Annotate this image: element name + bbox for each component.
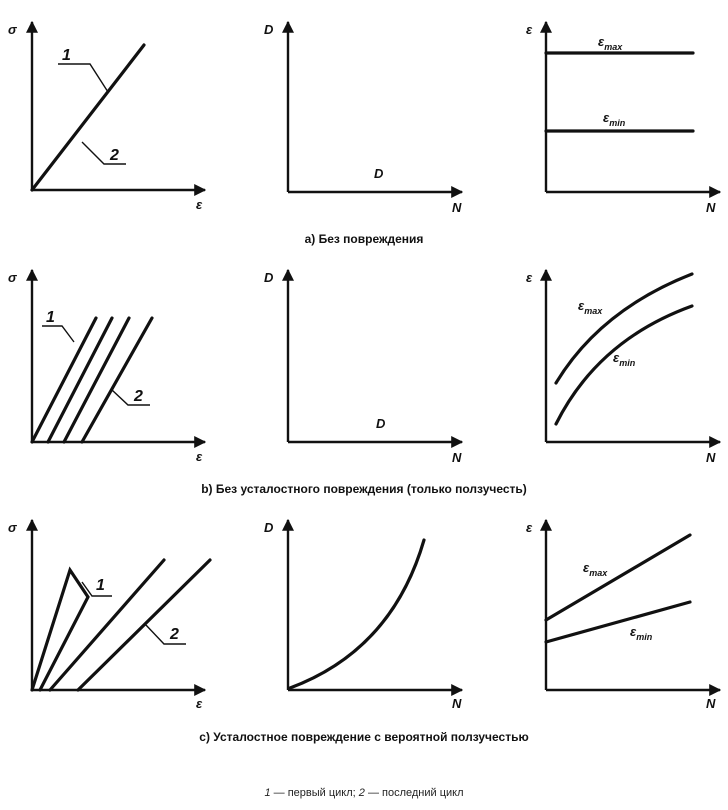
legend-text-last: — последний цикл (365, 787, 464, 799)
row-a: σ ε 1 2 D N D ε N εmax εmin а) Без пов (8, 20, 722, 246)
panel-a-stress-strain: σ ε 1 2 (8, 20, 207, 212)
panel-b-damage: D N D (264, 268, 464, 465)
strain-min-curve (554, 304, 694, 426)
damage-value-label: D (374, 166, 384, 181)
panel-b-strain-cycles: ε N εmax εmin (526, 268, 722, 465)
cycles-axis-label: N (452, 200, 462, 215)
cycles-axis-label: N (452, 696, 462, 711)
strain-axis-label: ε (196, 696, 203, 711)
marker-first-cycle: 1 (96, 577, 105, 594)
leader-last-cycle (144, 623, 186, 645)
first-cycle-loop (30, 566, 90, 692)
stress-axis-label: σ (8, 22, 18, 37)
panel-c-strain-cycles: ε N εmax εmin (526, 518, 722, 711)
marker-last-cycle: 2 (109, 147, 119, 164)
legend-text-first: — первый цикл; (271, 787, 359, 799)
stress-axis-label: σ (8, 520, 18, 535)
cycles-axis-label: N (706, 450, 716, 465)
loading-line-1 (30, 316, 98, 444)
strain-min-line (544, 600, 692, 644)
legend-number-first: 1 (264, 787, 270, 799)
row-b: σ ε 1 2 D N D ε N εmax εmi (8, 268, 722, 496)
damage-growth-curve (288, 538, 426, 690)
cycles-axis-label: N (706, 696, 716, 711)
intermediate-cycle-line (48, 558, 166, 692)
loading-line-2 (46, 316, 114, 444)
leader-last-cycle (111, 389, 150, 406)
cycles-axis-label: N (706, 200, 716, 215)
row-b-caption: b) Без усталостного повреждения (только … (201, 482, 527, 496)
row-c: σ ε 1 2 D N ε N εmax εmin (8, 518, 722, 744)
strain-max-label: εmax (578, 298, 603, 316)
panel-a-damage: D N D (264, 20, 464, 215)
row-a-caption: а) Без повреждения (305, 232, 424, 246)
loading-line-3 (62, 316, 131, 444)
row-c-caption: с) Усталостное повреждение с вероятной п… (199, 730, 528, 744)
damage-axis-label: D (264, 22, 274, 37)
strain-min-label: εmin (603, 110, 626, 128)
marker-last-cycle: 2 (169, 626, 179, 643)
leader-first-cycle (42, 325, 75, 343)
damage-axis-label: D (264, 520, 274, 535)
leader-first-cycle (81, 581, 112, 597)
strain-axis-label: ε (526, 22, 533, 37)
strain-min-label: εmin (630, 624, 653, 642)
loading-line-4 (80, 316, 154, 444)
figure-legend: 1 — первый цикл; 2 — последний цикл (264, 787, 463, 799)
marker-first-cycle: 1 (62, 47, 71, 64)
legend-number-last: 2 (358, 787, 365, 799)
loading-line (30, 43, 146, 192)
leader-first-cycle (58, 63, 109, 93)
strain-axis-label: ε (196, 197, 203, 212)
strain-max-label: εmax (598, 34, 623, 52)
strain-max-line (544, 533, 692, 622)
marker-first-cycle: 1 (46, 309, 55, 326)
strain-max-curve (554, 272, 694, 385)
damage-value-label: D (376, 416, 386, 431)
strain-max-label: εmax (583, 560, 608, 578)
strain-axis-label: ε (526, 270, 533, 285)
damage-axis-label: D (264, 270, 274, 285)
strain-axis-label: ε (526, 520, 533, 535)
stress-axis-label: σ (8, 270, 18, 285)
panel-c-stress-strain: σ ε 1 2 (8, 518, 212, 711)
panel-a-strain-cycles: ε N εmax εmin (526, 20, 722, 215)
leader-last-cycle (81, 141, 126, 165)
panel-b-stress-strain: σ ε 1 2 (8, 268, 207, 464)
last-cycle-line (76, 558, 212, 692)
panel-c-damage: D N (264, 518, 464, 711)
cycles-axis-label: N (452, 450, 462, 465)
marker-last-cycle: 2 (133, 388, 143, 405)
strain-axis-label: ε (196, 449, 203, 464)
strain-min-label: εmin (613, 350, 636, 368)
